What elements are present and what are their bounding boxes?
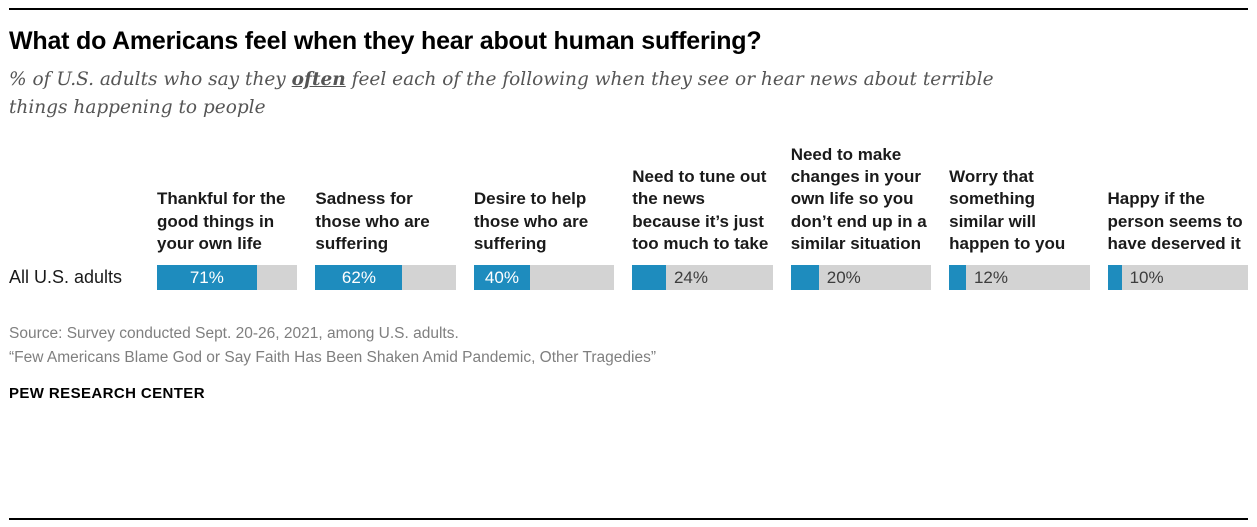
report-title-line: “Few Americans Blame God or Say Faith Ha… bbox=[9, 348, 656, 366]
chart-subtitle: % of U.S. adults who say they often feel… bbox=[9, 66, 1019, 122]
bar-track: 24% bbox=[632, 264, 773, 290]
chart-column: Worry that something similar will happen… bbox=[949, 166, 1090, 290]
chart-column: Happy if the person seems to have deserv… bbox=[1107, 188, 1248, 290]
category-label: Sadness for those who are suffering bbox=[315, 189, 430, 254]
bar-chart: All U.S. adults Thankful for the good th… bbox=[9, 144, 1248, 290]
bar-value-label: 10% bbox=[1129, 267, 1164, 287]
subtitle-emphasis: often bbox=[291, 69, 346, 90]
bar-value-label: 40% bbox=[484, 267, 519, 287]
bar-value-label: 62% bbox=[341, 267, 376, 287]
chart-column: Sadness for those who are suffering 62% bbox=[315, 188, 456, 290]
category-label: Happy if the person seems to have deserv… bbox=[1107, 189, 1243, 254]
bar-track: 71% bbox=[157, 264, 298, 290]
bar-value-label: 20% bbox=[826, 267, 861, 287]
bar-fill bbox=[157, 264, 257, 290]
subtitle-suffix: feel each of the following when they see… bbox=[9, 69, 994, 118]
category-label: Desire to help those who are suffering bbox=[473, 189, 589, 254]
bar-fill bbox=[632, 264, 666, 290]
bar-fill bbox=[473, 264, 530, 290]
top-divider bbox=[9, 8, 1248, 10]
category-label: Need to make changes in your own life so… bbox=[790, 144, 927, 254]
row-label: All U.S. adults bbox=[9, 266, 123, 287]
bar-value-label: 71% bbox=[189, 267, 224, 287]
bar-fill bbox=[315, 264, 403, 290]
category-label: Thankful for the good things in your own… bbox=[157, 189, 286, 254]
chart-column: Need to tune out the news because it’s j… bbox=[632, 166, 773, 290]
bar-fill bbox=[949, 264, 966, 290]
category-label: Need to tune out the news because it’s j… bbox=[632, 166, 769, 254]
chart-column: Need to make changes in your own life so… bbox=[790, 144, 932, 290]
bar-track: 62% bbox=[315, 264, 456, 290]
subtitle-prefix: % of U.S. adults who say they bbox=[9, 69, 292, 90]
bar-track: 20% bbox=[790, 264, 932, 290]
bar-track: 10% bbox=[1107, 264, 1248, 290]
chart-columns: Thankful for the good things in your own… bbox=[157, 144, 1248, 290]
page-title: What do Americans feel when they hear ab… bbox=[9, 27, 762, 55]
bar-track: 12% bbox=[949, 264, 1090, 290]
source-line: Source: Survey conducted Sept. 20-26, 20… bbox=[9, 324, 459, 342]
bar-track: 40% bbox=[473, 264, 615, 290]
category-label: Worry that something similar will happen… bbox=[949, 166, 1066, 254]
bottom-divider bbox=[9, 518, 1248, 520]
chart-column: Thankful for the good things in your own… bbox=[157, 188, 298, 290]
bar-value-label: 12% bbox=[973, 267, 1008, 287]
bar-fill bbox=[1107, 264, 1122, 290]
bar-value-label: 24% bbox=[673, 267, 708, 287]
chart-column: Desire to help those who are suffering 4… bbox=[473, 188, 615, 290]
pew-research-center-wordmark: PEW RESEARCH CENTER bbox=[9, 384, 205, 402]
bar-fill bbox=[790, 264, 819, 290]
source-block: Source: Survey conducted Sept. 20-26, 20… bbox=[9, 322, 1248, 370]
